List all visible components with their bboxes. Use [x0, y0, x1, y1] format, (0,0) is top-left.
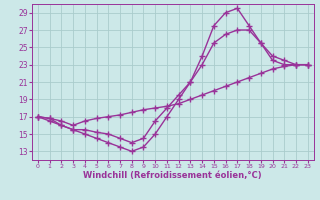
X-axis label: Windchill (Refroidissement éolien,°C): Windchill (Refroidissement éolien,°C): [84, 171, 262, 180]
